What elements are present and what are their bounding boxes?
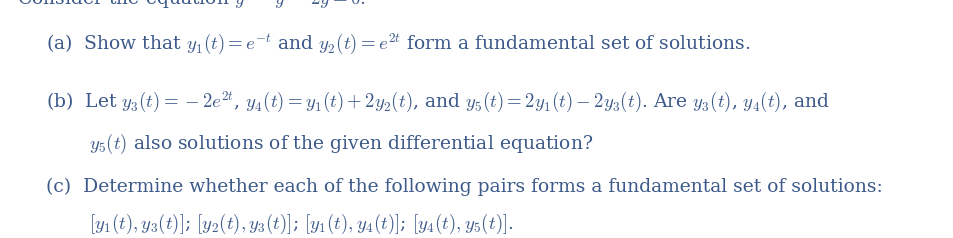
Text: (b)  Let $y_3(t) = -2e^{2t}$, $y_4(t) = y_1(t) + 2y_2(t)$, and $y_5(t) = 2y_1(t): (b) Let $y_3(t) = -2e^{2t}$, $y_4(t) = y…: [46, 90, 829, 115]
Text: Consider the equation $y'' - y' - 2y = 0$.: Consider the equation $y'' - y' - 2y = 0…: [17, 0, 365, 11]
Text: (a)  Show that $y_1(t) = e^{-t}$ and $y_2(t) = e^{2t}$ form a fundamental set of: (a) Show that $y_1(t) = e^{-t}$ and $y_2…: [46, 32, 749, 57]
Text: (c)  Determine whether each of the following pairs forms a fundamental set of so: (c) Determine whether each of the follow…: [46, 178, 882, 196]
Text: $[y_1(t), y_3(t)]$; $[y_2(t), y_3(t)]$; $[y_1(t), y_4(t)]$; $[y_4(t), y_5(t)]$.: $[y_1(t), y_3(t)]$; $[y_2(t), y_3(t)]$; …: [89, 212, 513, 236]
Text: $y_5(t)$ also solutions of the given differential equation?: $y_5(t)$ also solutions of the given dif…: [89, 132, 593, 156]
